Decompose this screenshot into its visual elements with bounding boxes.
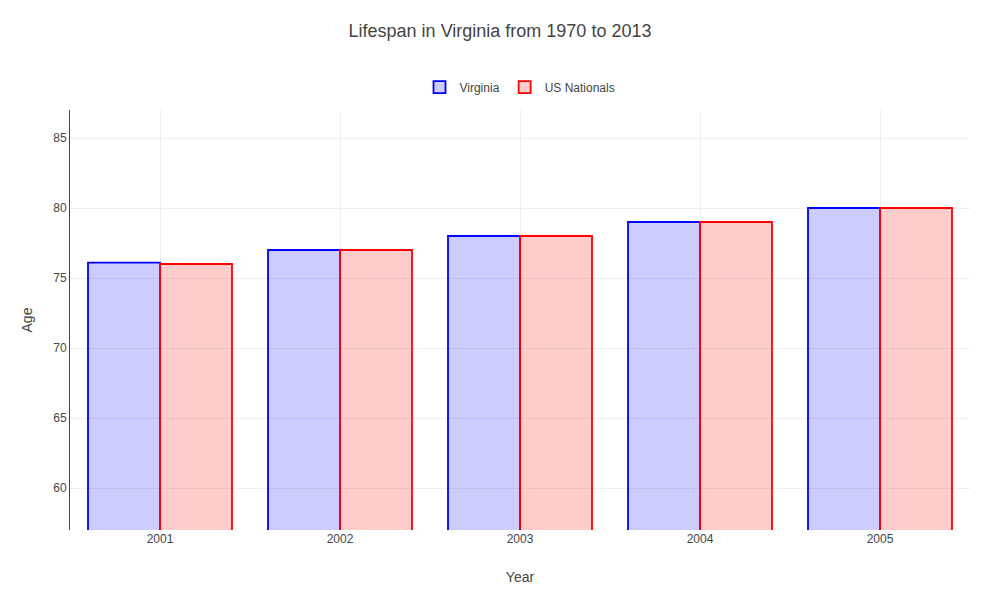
svg-text:Age: Age <box>19 307 35 332</box>
svg-text:2002: 2002 <box>327 532 354 546</box>
svg-text:2004: 2004 <box>687 532 714 546</box>
svg-text:2001: 2001 <box>147 532 174 546</box>
svg-text:75: 75 <box>53 271 67 285</box>
svg-text:Year: Year <box>506 569 535 585</box>
svg-text:Virginia: Virginia <box>460 81 500 95</box>
svg-text:2005: 2005 <box>867 532 894 546</box>
svg-text:60: 60 <box>53 481 67 495</box>
svg-text:2003: 2003 <box>507 532 534 546</box>
svg-text:65: 65 <box>53 411 67 425</box>
svg-text:Lifespan in Virginia from 1970: Lifespan in Virginia from 1970 to 2013 <box>349 21 652 41</box>
svg-text:US Nationals: US Nationals <box>545 81 615 95</box>
svg-text:70: 70 <box>53 341 67 355</box>
svg-text:80: 80 <box>53 201 67 215</box>
svg-text:85: 85 <box>53 131 67 145</box>
